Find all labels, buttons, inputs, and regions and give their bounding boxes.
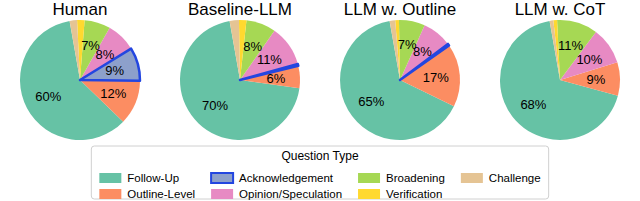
legend-label: Opinion/Speculation [239,188,342,200]
legend-swatch [358,189,380,199]
panel-title: Human [53,0,108,19]
pie-slice [340,21,454,140]
pie [500,20,620,140]
legend-swatch [99,173,121,183]
legend: Question Type Follow-Up Outline-Level Ackno… [91,146,548,200]
legend-label: Acknowledgement [239,172,334,184]
pie-labels: 70% 6% 11%8% [202,39,286,114]
panel-title: Baseline-LLM [188,0,292,19]
legend-swatch [211,173,233,183]
data-label: 7% [81,38,100,53]
data-label: 68% [520,97,546,112]
legend-label: Broadening [386,172,445,184]
data-label: 6% [267,71,286,86]
data-label: 11% [558,38,583,53]
data-label: 60% [35,89,61,104]
legend-swatch [99,189,121,199]
legend-label: Outline-Level [127,188,195,200]
panel-title: LLM w. Outline [344,0,456,19]
data-label: 7% [398,37,417,52]
data-label: 70% [202,98,228,113]
legend-frame [91,146,548,199]
legend-swatch [461,173,483,183]
legend-title: Question Type [281,149,358,163]
pie-labels: 60%12%9%8%7% [35,38,127,104]
pie-slice [230,20,240,80]
legend-label: Follow-Up [127,172,179,184]
panel-title: LLM w. CoT [515,0,606,19]
data-label: 9% [587,72,606,87]
pie [340,20,460,140]
pie-slice [80,80,140,122]
legend-swatch [211,189,233,199]
pie [180,20,300,140]
data-label: 9% [105,63,124,78]
pie-slice [70,20,80,80]
data-label: 10% [576,52,602,67]
pie-labels: 68% 9% 10%11% [520,38,605,112]
data-label: 8% [243,39,262,54]
data-label: 17% [423,70,449,85]
data-label: 65% [358,94,384,109]
pie-labels: 65%17%8%7% [358,37,449,109]
pie [20,20,140,140]
legend-label: Challenge [489,172,541,184]
pie-slice [500,21,618,140]
data-label: 11% [257,52,282,67]
legend-swatch [358,173,380,183]
data-label: 12% [100,86,126,101]
legend-label: Verification [386,188,442,200]
pie-slice [180,21,299,140]
chart: Human 60% 12% 9% 8% 7% Baseline-LLM 70% 6% 11%8% L… [0,0,640,201]
